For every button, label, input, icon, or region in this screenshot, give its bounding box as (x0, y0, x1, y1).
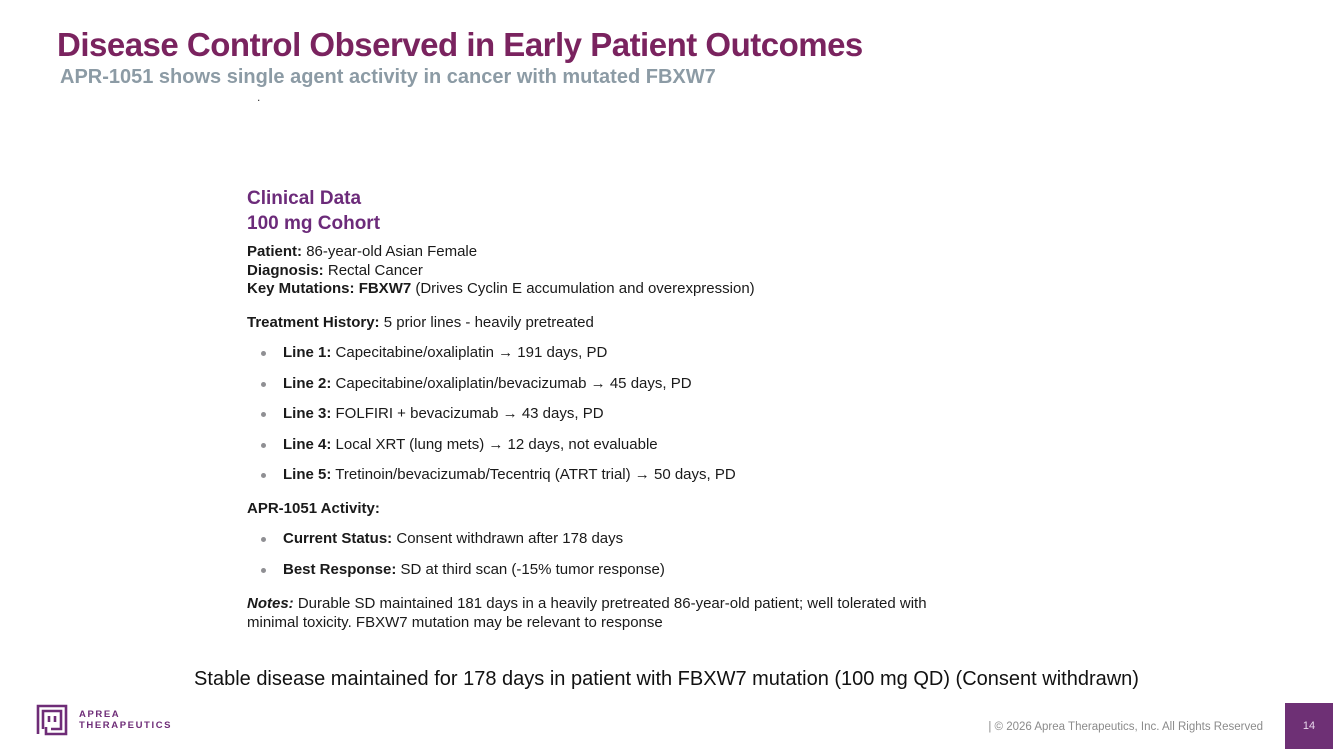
treatment-line-item: Line 5: Tretinoin/bevacizumab/Tecentriq … (247, 466, 957, 485)
bullet-icon (261, 381, 266, 387)
treatment-line-item: Line 2: Capecitabine/oxaliplatin/bevaciz… (247, 375, 957, 394)
bullet-icon (261, 412, 266, 417)
mutations-gene: FBXW7 (358, 280, 412, 297)
bullet-icon (261, 442, 266, 448)
clinical-data-heading: Clinical Data (247, 188, 362, 209)
aprea-logo-line2: THERAPEUTICS (79, 720, 173, 731)
treatment-line-text: Capecitabine/oxaliplatin/bevacizumab → 4… (335, 374, 692, 392)
treatment-line-item: Line 1: Capecitabine/oxaliplatin → 191 d… (247, 344, 957, 363)
clinical-data-panel: Clinical Data 100 mg Cohort Patient: 86-… (247, 186, 957, 632)
treatment-line-label: Line 4: (283, 435, 332, 453)
activity-item-label: Best Response: (283, 560, 397, 578)
takeaway-statement: Stable disease maintained for 178 days i… (194, 668, 1139, 690)
mutations-label: Key Mutations: (247, 280, 355, 297)
mutations-desc: (Drives Cyclin E accumulation and overex… (415, 280, 755, 297)
treatment-line-text: Capecitabine/oxaliplatin → 191 days, PD (335, 344, 608, 361)
treatment-line-label: Line 3: (283, 405, 332, 422)
apr1051-activity-heading: APR-1051 Activity: (247, 499, 380, 517)
page-title: Disease Control Observed in Early Patien… (57, 26, 863, 63)
treatment-line-item: Line 4: Local XRT (lung mets) → 12 days,… (247, 436, 957, 455)
patient-label: Patient: (247, 243, 303, 260)
treatment-line-label: Line 5: (283, 466, 332, 483)
treatment-line-text: Local XRT (lung mets) → 12 days, not eva… (335, 435, 658, 453)
treatment-line-text: Tretinoin/bevacizumab/Tecentriq (ATRT tr… (335, 466, 736, 483)
treatment-line-item: Line 3: FOLFIRI + bevacizumab → 43 days,… (247, 405, 957, 424)
treatment-history-summary: 5 prior lines - heavily pretreated (383, 313, 594, 331)
treatment-line-label: Line 1: (283, 344, 332, 361)
activity-item-text: Consent withdrawn after 178 days (396, 530, 624, 547)
bullet-icon (261, 473, 266, 478)
aprea-logo-line1: APREA (79, 708, 121, 720)
treatment-line-label: Line 2: (283, 374, 332, 392)
page-subtitle: APR-1051 shows single agent activity in … (60, 66, 716, 88)
treatment-history-label: Treatment History: (247, 313, 380, 331)
activity-item-text: SD at third scan (-15% tumor response) (400, 560, 665, 578)
patient-value: 86-year-old Asian Female (306, 243, 478, 260)
treatment-line-text: FOLFIRI + bevacizumab → 43 days, PD (335, 405, 604, 422)
notes-text: Durable SD maintained 181 days in a heav… (247, 595, 927, 631)
mutations-row: Key Mutations: FBXW7 (Drives Cyclin E ac… (247, 280, 957, 299)
bullet-icon (261, 567, 266, 573)
activity-item-label: Current Status: (283, 530, 393, 547)
treatment-history-heading: Treatment History: 5 prior lines - heavi… (247, 314, 957, 333)
page-number-badge: 14 (1285, 703, 1333, 749)
page-number: 14 (1302, 720, 1316, 732)
bullet-icon (261, 537, 266, 542)
aprea-logo-text: APREA THERAPEUTICS (79, 709, 172, 732)
bullet-icon (261, 351, 266, 356)
diagnosis-label: Diagnosis: (247, 261, 324, 279)
cohort-heading: 100 mg Cohort (247, 213, 381, 234)
notes-paragraph: Notes: Durable SD maintained 181 days in… (247, 594, 947, 632)
aprea-logo-icon (36, 704, 68, 736)
copyright-text: | © 2026 Aprea Therapeutics, Inc. All Ri… (988, 721, 1263, 733)
aprea-logo: APREA THERAPEUTICS (33, 701, 172, 739)
activity-item: Best Response: SD at third scan (-15% tu… (247, 561, 957, 580)
diagnosis-value: Rectal Cancer (327, 261, 423, 279)
diagnosis-row: Diagnosis: Rectal Cancer (247, 262, 957, 281)
notes-label: Notes: (247, 595, 294, 612)
stray-period: . (257, 90, 261, 104)
patient-row: Patient: 86-year-old Asian Female (247, 243, 957, 262)
patient-details: Patient: 86-year-old Asian Female Diagno… (247, 243, 957, 299)
activity-item: Current Status: Consent withdrawn after … (247, 530, 957, 549)
